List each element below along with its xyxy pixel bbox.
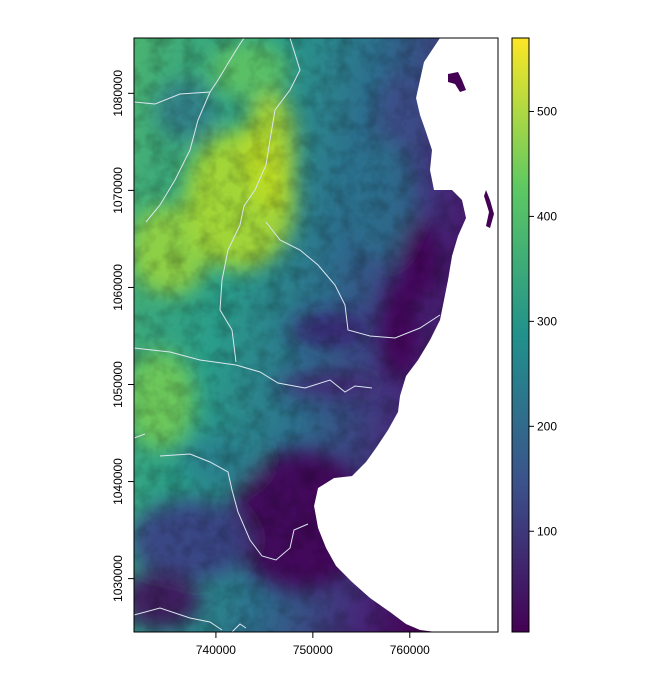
stream-line <box>145 91 211 223</box>
stream-line <box>134 433 146 439</box>
colorbar-tick-label: 200 <box>537 419 557 433</box>
y-tick-label: 1060000 <box>111 264 125 311</box>
stream-line <box>134 607 223 631</box>
colorbar-tick-label: 500 <box>537 104 557 118</box>
colorbar-axis: 100 200 300 400 500 <box>529 104 557 538</box>
x-axis: 740000 750000 760000 <box>196 632 430 657</box>
island <box>448 72 466 92</box>
colorbar-tick-label: 300 <box>537 314 557 328</box>
stream-line <box>134 347 373 393</box>
stream-line <box>159 453 309 561</box>
colorbar-tick-label: 400 <box>537 209 557 223</box>
y-tick-label: 1030000 <box>111 555 125 602</box>
stream-line <box>231 623 247 632</box>
island <box>484 190 494 228</box>
x-tick-label: 740000 <box>196 643 236 657</box>
stream-lines <box>134 38 441 632</box>
y-tick-label: 1040000 <box>111 458 125 505</box>
elevation-raster <box>134 38 494 632</box>
colorbar <box>511 37 530 633</box>
plot-frame <box>133 37 499 633</box>
x-tick-label: 760000 <box>390 643 430 657</box>
colorbar-tick-label: 100 <box>537 524 557 538</box>
stream-line <box>265 221 441 339</box>
x-tick-label: 750000 <box>293 643 333 657</box>
stream-line <box>134 38 245 105</box>
y-tick-label: 1070000 <box>111 167 125 214</box>
y-tick-label: 1050000 <box>111 361 125 408</box>
y-tick-label: 1080000 <box>111 70 125 117</box>
y-axis: 1030000 1040000 1050000 1060000 1070000 10800… <box>111 70 134 602</box>
stream-line <box>219 38 301 363</box>
